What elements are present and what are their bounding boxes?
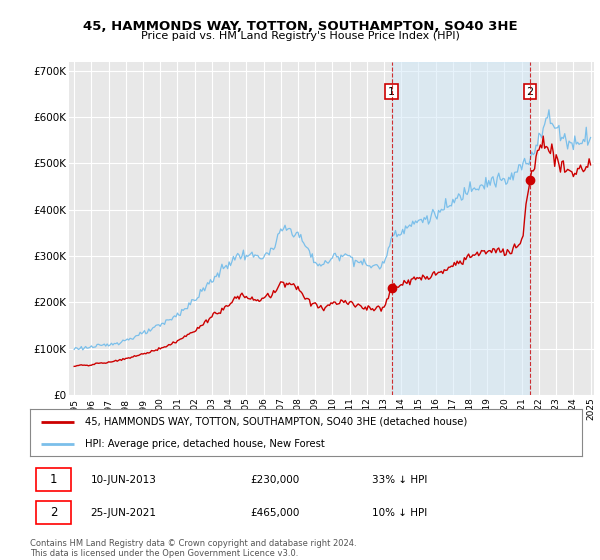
- Bar: [392, 62, 530, 395]
- Text: 33% ↓ HPI: 33% ↓ HPI: [372, 475, 428, 484]
- Text: 2: 2: [50, 506, 58, 519]
- Text: 25-JUN-2021: 25-JUN-2021: [91, 508, 157, 517]
- Text: Price paid vs. HM Land Registry's House Price Index (HPI): Price paid vs. HM Land Registry's House …: [140, 31, 460, 41]
- Text: 1: 1: [50, 473, 58, 486]
- Text: 45, HAMMONDS WAY, TOTTON, SOUTHAMPTON, SO40 3HE (detached house): 45, HAMMONDS WAY, TOTTON, SOUTHAMPTON, S…: [85, 417, 467, 427]
- Text: HPI: Average price, detached house, New Forest: HPI: Average price, detached house, New …: [85, 438, 325, 449]
- Text: 10% ↓ HPI: 10% ↓ HPI: [372, 508, 427, 517]
- Text: Contains HM Land Registry data © Crown copyright and database right 2024.
This d: Contains HM Land Registry data © Crown c…: [30, 539, 356, 558]
- Bar: [35, 468, 71, 491]
- Text: 10-JUN-2013: 10-JUN-2013: [91, 475, 157, 484]
- Text: 1: 1: [388, 87, 395, 96]
- Text: £465,000: £465,000: [251, 508, 300, 517]
- Text: £230,000: £230,000: [251, 475, 300, 484]
- Text: 45, HAMMONDS WAY, TOTTON, SOUTHAMPTON, SO40 3HE: 45, HAMMONDS WAY, TOTTON, SOUTHAMPTON, S…: [83, 20, 517, 32]
- Bar: [35, 501, 71, 524]
- Text: 2: 2: [526, 87, 533, 96]
